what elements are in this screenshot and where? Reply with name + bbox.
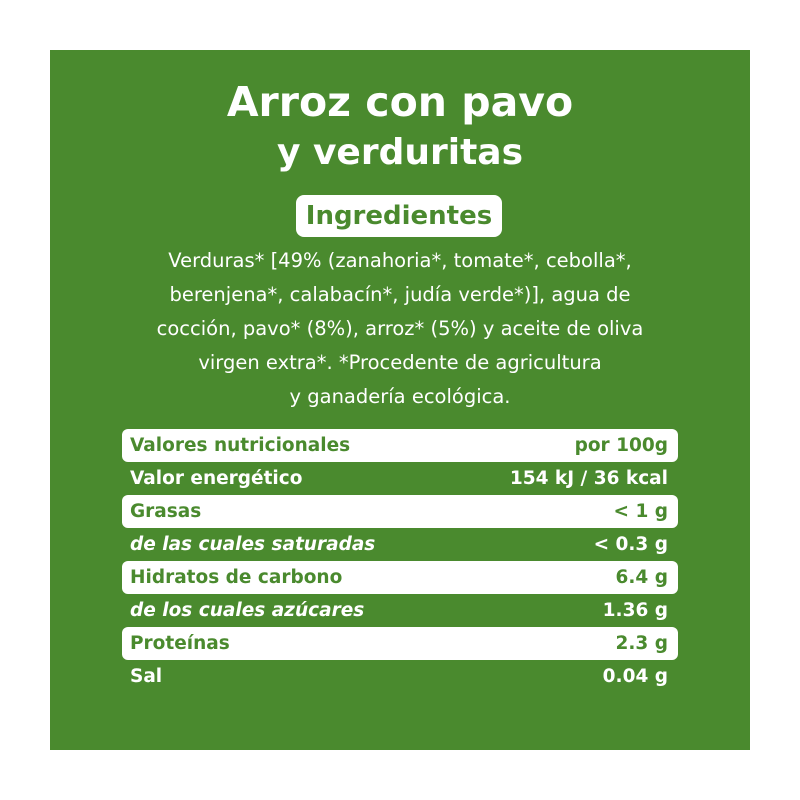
ingredients-line: Verduras* [49% (zanahoria*, tomate*, ceb…	[168, 249, 632, 272]
nutrient-value: < 0.3 g	[593, 534, 668, 555]
nutrient-value: 2.3 g	[615, 633, 668, 654]
ingredients-line: cocción, pavo* (8%), arroz* (5%) y aceit…	[156, 317, 644, 340]
nutrient-value: 0.04 g	[602, 666, 668, 687]
product-title-line-2: y verduritas	[276, 132, 524, 173]
nutrition-header-label: Valores nutricionales	[130, 435, 351, 456]
nutrient-label: de las cuales saturadas	[130, 534, 376, 555]
nutrition-table: Valores nutricionales por 100g Valor ene…	[122, 429, 678, 693]
nutrition-row-energy: Valor energético 154 kJ / 36 kcal	[122, 462, 678, 495]
nutrient-value: 6.4 g	[615, 567, 668, 588]
ingredients-line: y ganadería ecológica.	[289, 385, 511, 408]
nutrition-row-salt: Sal 0.04 g	[122, 660, 678, 693]
nutrient-label: Grasas	[130, 501, 202, 522]
nutrient-label: Hidratos de carbono	[130, 567, 343, 588]
nutrient-label: de los cuales azúcares	[130, 600, 365, 621]
nutrition-header-value: por 100g	[574, 435, 668, 456]
nutrient-value: < 1 g	[613, 501, 669, 522]
ingredients-text: Verduras* [49% (zanahoria*, tomate*, ceb…	[110, 244, 690, 414]
nutrient-value: 154 kJ / 36 kcal	[509, 468, 668, 489]
ingredients-heading: Ingredientes	[296, 195, 502, 237]
ingredients-line: virgen extra*. *Procedente de agricultur…	[198, 351, 602, 374]
nutrition-row-carbohydrates: Hidratos de carbono 6.4 g	[122, 561, 678, 594]
nutrition-row-fat: Grasas < 1 g	[122, 495, 678, 528]
nutrient-label: Proteínas	[130, 633, 230, 654]
nutrition-row-saturated-fat: de las cuales saturadas < 0.3 g	[122, 528, 678, 561]
nutrition-row-protein: Proteínas 2.3 g	[122, 627, 678, 660]
nutrient-value: 1.36 g	[602, 600, 668, 621]
product-title-line-1: Arroz con pavo	[226, 78, 574, 126]
nutrition-header-row: Valores nutricionales por 100g	[122, 429, 678, 462]
nutrient-label: Sal	[130, 666, 163, 687]
nutrition-row-sugars: de los cuales azúcares 1.36 g	[122, 594, 678, 627]
nutrition-label-panel: Arroz con pavo y verduritas Ingredientes…	[50, 50, 750, 750]
ingredients-line: berenjena*, calabacín*, judía verde*)], …	[169, 283, 631, 306]
nutrient-label: Valor energético	[130, 468, 303, 489]
